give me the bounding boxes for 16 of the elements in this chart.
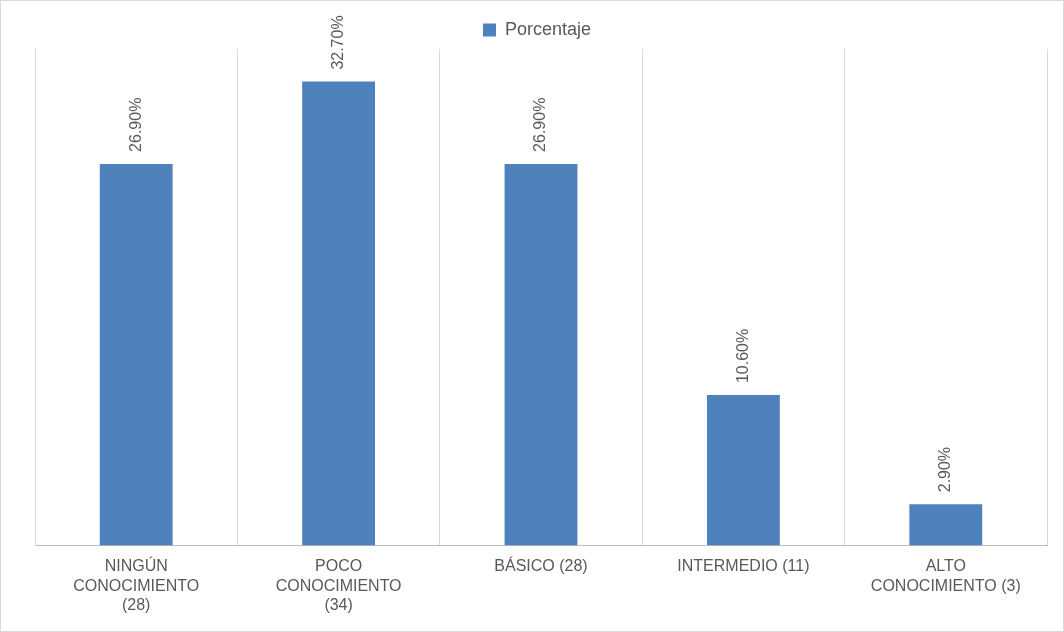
bar	[99, 163, 173, 546]
x-tick-label: POCO CONOCIMIENTO (34)	[275, 557, 402, 613]
bar	[504, 163, 578, 546]
data-label: 2.90%	[936, 446, 954, 493]
bar	[706, 395, 780, 546]
x-tick-label: ALTO CONOCIMIENTO (3)	[870, 557, 1021, 594]
data-label: 10.60%	[733, 328, 751, 384]
data-label: 26.90%	[531, 97, 549, 152]
x-tick-label: NINGÚN CONOCIMIENTO (28)	[73, 556, 200, 613]
bar	[302, 81, 376, 546]
x-tick-label: BÁSICO (28)	[494, 556, 588, 575]
x-tick-label: INTERMEDIO (11)	[677, 557, 810, 575]
data-label: 26.90%	[126, 97, 144, 152]
legend-label: Porcentaje	[504, 18, 592, 39]
bar	[909, 504, 983, 546]
data-label: 32.70%	[329, 15, 347, 70]
